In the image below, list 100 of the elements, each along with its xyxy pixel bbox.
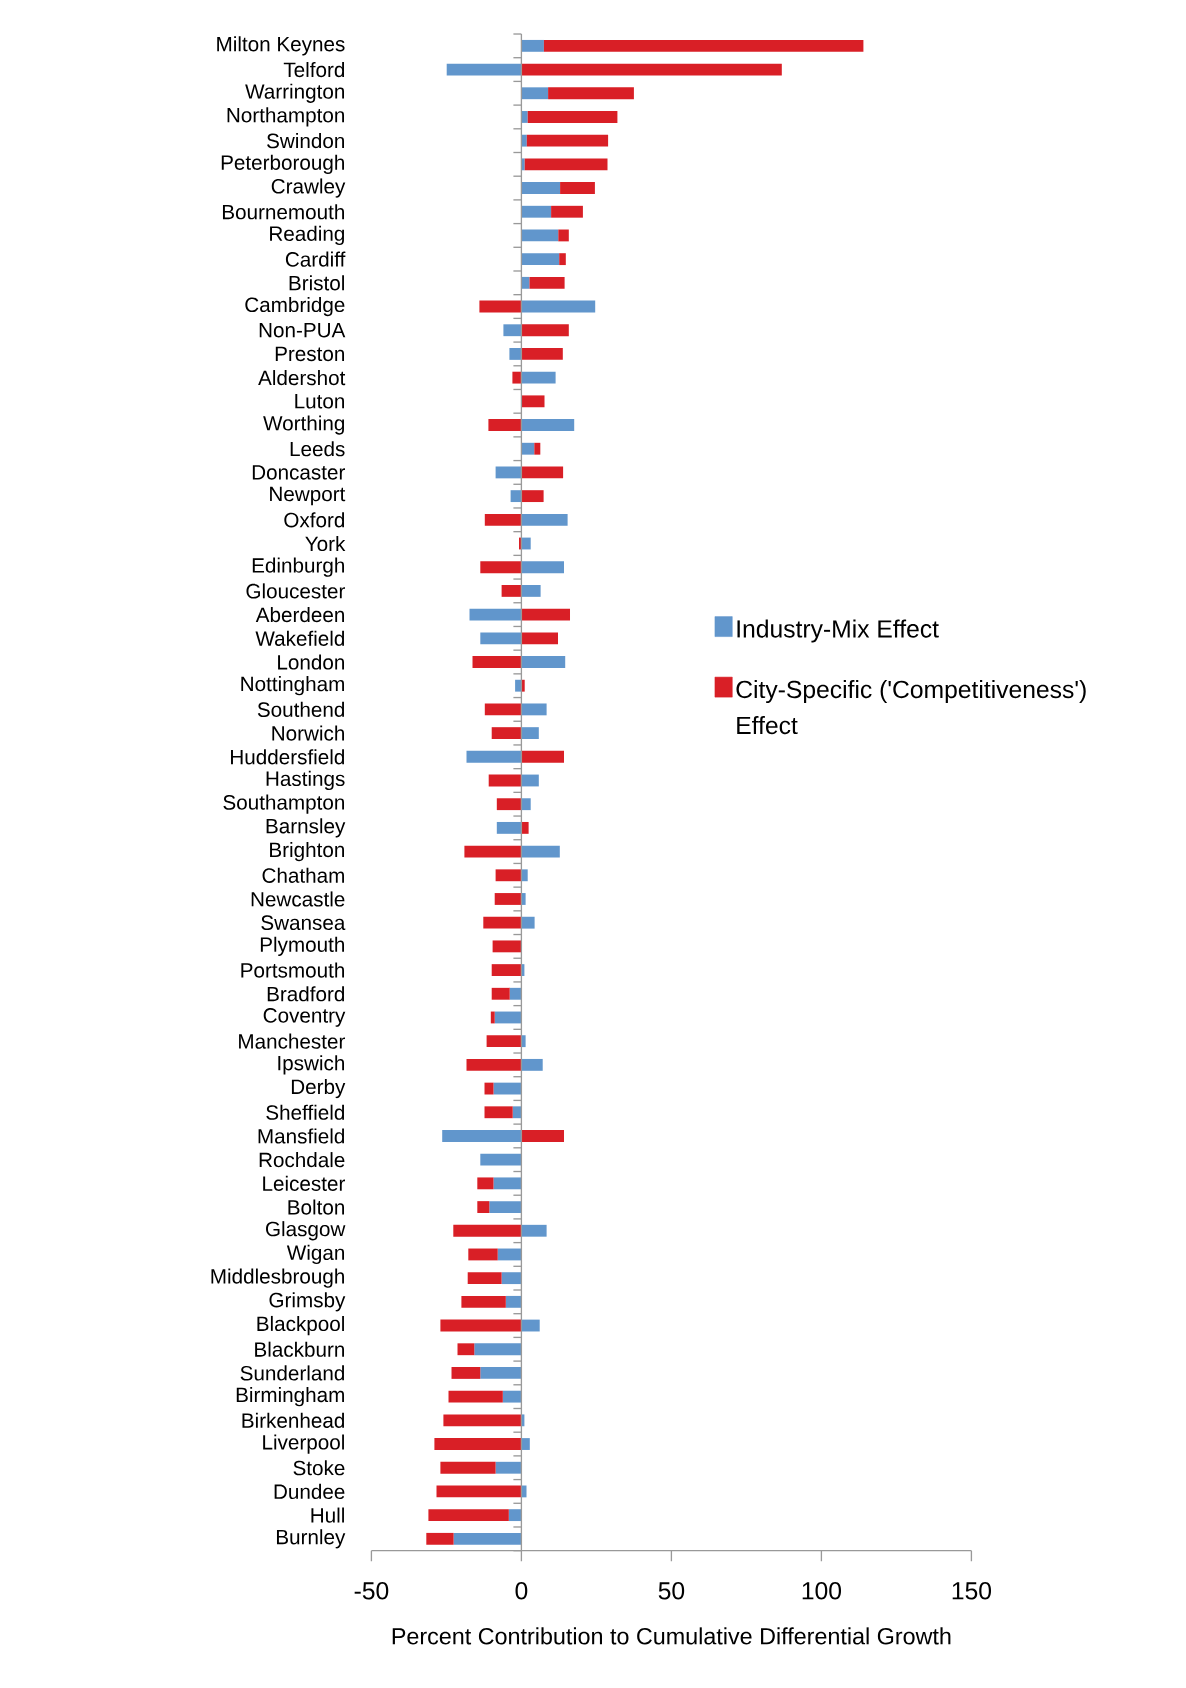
bar (502, 1390, 522, 1403)
bar (501, 584, 522, 597)
y-tick-label: Telford (283, 61, 344, 78)
bar (521, 821, 529, 834)
y-tick-label: Bradford (267, 986, 344, 1002)
y-tick-label: Southend (257, 701, 344, 717)
bar (521, 39, 544, 52)
y-tick-label: Sunderland (240, 1365, 344, 1381)
bar (436, 1485, 522, 1498)
y-tick-label: Bristol (289, 275, 344, 291)
bar (521, 442, 535, 455)
y-tick-label: Swindon (266, 133, 344, 149)
bar (521, 348, 563, 360)
y-tick-label: Cardiff (285, 251, 346, 267)
bar (480, 561, 522, 574)
bar (521, 869, 528, 882)
y-tick-label: Edinburgh (252, 557, 344, 577)
bar (512, 371, 522, 384)
bar (521, 798, 531, 811)
bar (457, 1343, 475, 1356)
legend-label: City-Specific ('Competitiveness') Effect (736, 680, 1086, 735)
y-tick-label: Blackburn (254, 1341, 344, 1357)
bar (521, 1035, 526, 1048)
y-tick-label: Birmingham (236, 1387, 344, 1407)
x-tick-label: 100 (802, 1582, 841, 1600)
bar (510, 490, 522, 503)
x-axis-title: Percent Contribution to Cumulative Differential Growth (392, 1627, 951, 1645)
y-tick-label: Worthing (262, 415, 344, 435)
y-tick-label: Liverpool (263, 1434, 344, 1454)
bar (521, 632, 558, 645)
bar (521, 1130, 564, 1142)
bar (466, 1058, 522, 1071)
bar (501, 1272, 522, 1285)
y-tick-label: Huddersfield (230, 749, 344, 765)
bar (521, 395, 545, 408)
bar (484, 703, 522, 716)
bar (521, 134, 527, 147)
bar (451, 1367, 481, 1379)
y-tick-label: Warrington (244, 83, 344, 103)
bar (494, 893, 522, 905)
y-tick-label: Newcastle (251, 891, 345, 907)
bar (521, 466, 563, 479)
y-tick-label: Wakefield (255, 630, 344, 646)
bar (521, 1438, 530, 1450)
bar (440, 1319, 522, 1332)
bar (521, 276, 530, 289)
bar (489, 1201, 522, 1213)
y-tick-label: Middlesbrough (211, 1268, 344, 1288)
bar (559, 182, 595, 194)
y-tick-label: Norwich (272, 725, 344, 741)
y-tick-label: Mansfield (258, 1128, 344, 1144)
bar (521, 324, 569, 337)
bar (521, 1058, 543, 1071)
bar (521, 656, 566, 668)
bar (521, 490, 544, 503)
bar (496, 798, 522, 811)
bar (495, 1461, 522, 1474)
bar (496, 821, 522, 834)
bar (505, 1295, 522, 1308)
bar (521, 253, 560, 266)
bar (521, 916, 535, 929)
bar (469, 608, 522, 621)
y-tick-label: Reading (269, 225, 344, 246)
y-tick-label: Birkenhead (242, 1412, 344, 1428)
y-tick-label: Newport (269, 486, 345, 506)
bar (559, 253, 566, 266)
y-tick-label: Dundee (274, 1483, 345, 1500)
bar (521, 205, 551, 218)
bar (543, 39, 864, 52)
y-tick-label: Leeds (290, 441, 345, 457)
bar (484, 1106, 513, 1119)
bar (484, 513, 522, 526)
y-tick-label: Burnley (276, 1529, 346, 1549)
bar (521, 182, 560, 194)
bar (521, 229, 559, 242)
bar (434, 1438, 522, 1450)
y-tick-label: Doncaster (252, 465, 345, 480)
y-tick-label: Preston (275, 346, 344, 362)
bar (529, 276, 565, 289)
y-tick-label: Portsmouth (241, 962, 344, 978)
y-tick-label: Cambridge (245, 296, 345, 317)
bar (521, 371, 556, 384)
bar (488, 419, 522, 431)
bar (442, 1130, 522, 1142)
y-tick-label: Bolton (288, 1199, 344, 1215)
y-tick-label: Rochdale (259, 1152, 345, 1168)
bar (521, 63, 782, 76)
x-tick-label: -50 (354, 1582, 389, 1600)
bar (493, 1177, 522, 1190)
bar (521, 608, 570, 621)
bar (440, 1461, 496, 1474)
bar (448, 1390, 503, 1403)
y-tick-label: Oxford (284, 512, 344, 528)
bar (493, 1082, 522, 1095)
bar (466, 750, 522, 763)
bar (521, 87, 548, 100)
y-tick-label: Derby (291, 1078, 346, 1099)
y-tick-label: Crawley (271, 178, 346, 198)
bar (495, 869, 522, 882)
bar (521, 561, 564, 574)
